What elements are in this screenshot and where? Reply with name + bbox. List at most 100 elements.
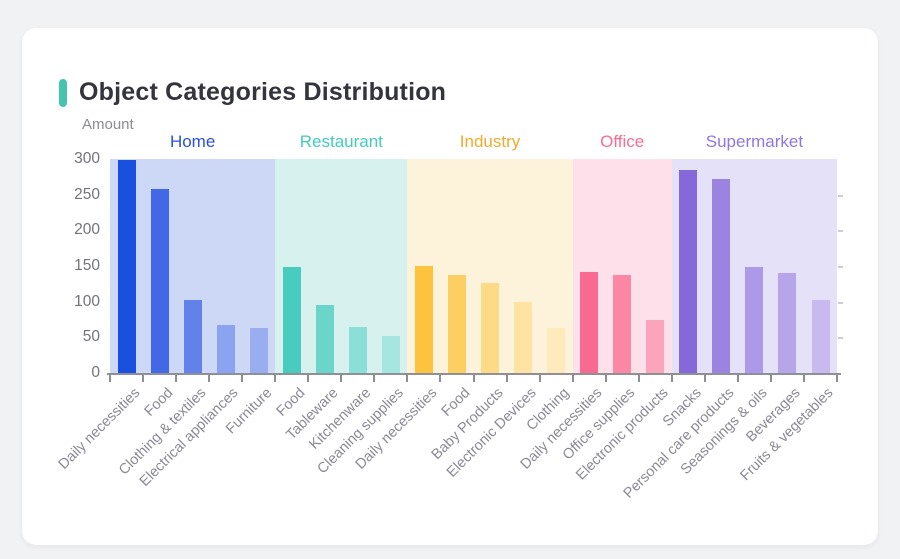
bar[interactable] (117, 160, 136, 373)
x-axis-tick (769, 375, 772, 382)
bar-slot (176, 159, 209, 373)
bar-slot (738, 159, 771, 373)
x-axis-tick (109, 375, 111, 382)
bar-slot (639, 159, 672, 373)
x-axis-tick (836, 375, 838, 382)
bar[interactable] (447, 274, 466, 373)
bar[interactable] (745, 267, 764, 373)
x-axis-tick (241, 375, 244, 382)
bar-slot (374, 159, 407, 373)
right-axis-tick (838, 337, 843, 340)
x-axis-tick (538, 375, 541, 382)
bar-slot (672, 159, 705, 373)
y-tick-label: 100 (74, 292, 100, 310)
x-axis-tick (307, 375, 310, 382)
bar-slot (209, 159, 242, 373)
y-tick-label: 0 (91, 364, 100, 381)
x-axis-tick (670, 375, 673, 382)
group-label-supermarket: Supermarket (705, 132, 804, 151)
x-axis-tick (373, 375, 376, 382)
title-accent-bar (59, 78, 67, 107)
y-axis-labels: 300 250 200 150 100 50 0 (36, 150, 100, 381)
y-tick-label: 50 (82, 328, 100, 346)
x-axis-tick (175, 375, 178, 382)
bar-slot (242, 159, 275, 373)
chart-title: Object Categories Distribution (79, 78, 447, 106)
y-tick-label: 200 (74, 221, 100, 239)
bar-slot (275, 159, 308, 373)
x-axis-tick (736, 375, 739, 382)
bar-slot (110, 159, 143, 373)
right-axis-ticks (837, 159, 843, 373)
bar[interactable] (216, 324, 235, 373)
group-band-office: Office (572, 132, 672, 373)
bar-slot (341, 159, 374, 373)
plot-area: Home Restaurant Industry Office Supermarket (110, 132, 838, 373)
bar-slot (771, 159, 804, 373)
bar[interactable] (282, 267, 301, 373)
y-tick-label: 150 (74, 257, 100, 274)
x-axis-tick (571, 375, 574, 382)
bar-slot (573, 159, 606, 373)
x-axis-tick (703, 375, 706, 382)
bar-slot (440, 159, 473, 373)
y-axis-title: Amount (82, 116, 134, 133)
x-axis-line (107, 373, 841, 375)
bar[interactable] (381, 335, 400, 373)
right-axis-tick (838, 230, 843, 233)
bar[interactable] (547, 328, 566, 373)
bar-slot (606, 159, 639, 373)
bar[interactable] (249, 328, 268, 373)
bar[interactable] (712, 178, 731, 373)
group-label-restaurant: Restaurant (299, 132, 383, 151)
bar-slot (407, 159, 440, 373)
bar-slot (804, 159, 837, 373)
card-header: Object Categories Distribution (59, 78, 446, 107)
x-axis-tick (340, 375, 343, 382)
bar[interactable] (778, 273, 797, 373)
bar[interactable] (150, 188, 169, 373)
right-axis-tick (838, 301, 843, 304)
right-axis-tick (838, 266, 843, 268)
bar-slot (474, 159, 507, 373)
bar-slot (507, 159, 540, 373)
bar[interactable] (348, 326, 367, 373)
bar[interactable] (514, 301, 533, 373)
x-axis-tick-layer (109, 375, 838, 382)
y-tick-label: 300 (74, 150, 100, 167)
group-label-industry: Industry (459, 132, 521, 151)
x-axis-tick (208, 375, 211, 382)
bar[interactable] (580, 271, 599, 373)
bar-slot (705, 159, 738, 373)
bar-slot (308, 159, 341, 373)
bar[interactable] (646, 319, 665, 373)
bar-slot (540, 159, 573, 373)
x-axis-labels: Daily necessities Food Clothing & textiles… (55, 384, 837, 545)
chart-card: Object Categories Distribution Amount 30… (22, 28, 878, 545)
group-label-office: Office (600, 132, 645, 151)
right-axis-tick (838, 194, 843, 197)
x-axis-tick (505, 375, 508, 382)
bar[interactable] (414, 266, 433, 373)
y-tick-label: 250 (74, 185, 100, 203)
x-axis-tick (274, 375, 277, 382)
x-axis-tick (406, 375, 409, 382)
group-label-home: Home (169, 132, 216, 151)
group-band-home: Home (110, 132, 276, 373)
group-band-restaurant: Restaurant (275, 132, 408, 373)
group-band-supermarket: Supermarket (671, 132, 838, 373)
x-axis-tick (439, 375, 442, 382)
bar[interactable] (679, 169, 698, 373)
bar[interactable] (481, 283, 500, 373)
bar-slot (143, 159, 176, 373)
x-axis-tick (472, 375, 475, 382)
bar[interactable] (811, 300, 830, 373)
bar[interactable] (183, 300, 202, 373)
bar[interactable] (613, 274, 632, 373)
x-axis-tick (142, 375, 145, 382)
x-axis-tick (604, 375, 607, 382)
x-axis-tick (802, 375, 805, 382)
bar[interactable] (315, 304, 334, 373)
group-band-industry: Industry (407, 132, 573, 373)
x-axis-tick (637, 375, 640, 382)
